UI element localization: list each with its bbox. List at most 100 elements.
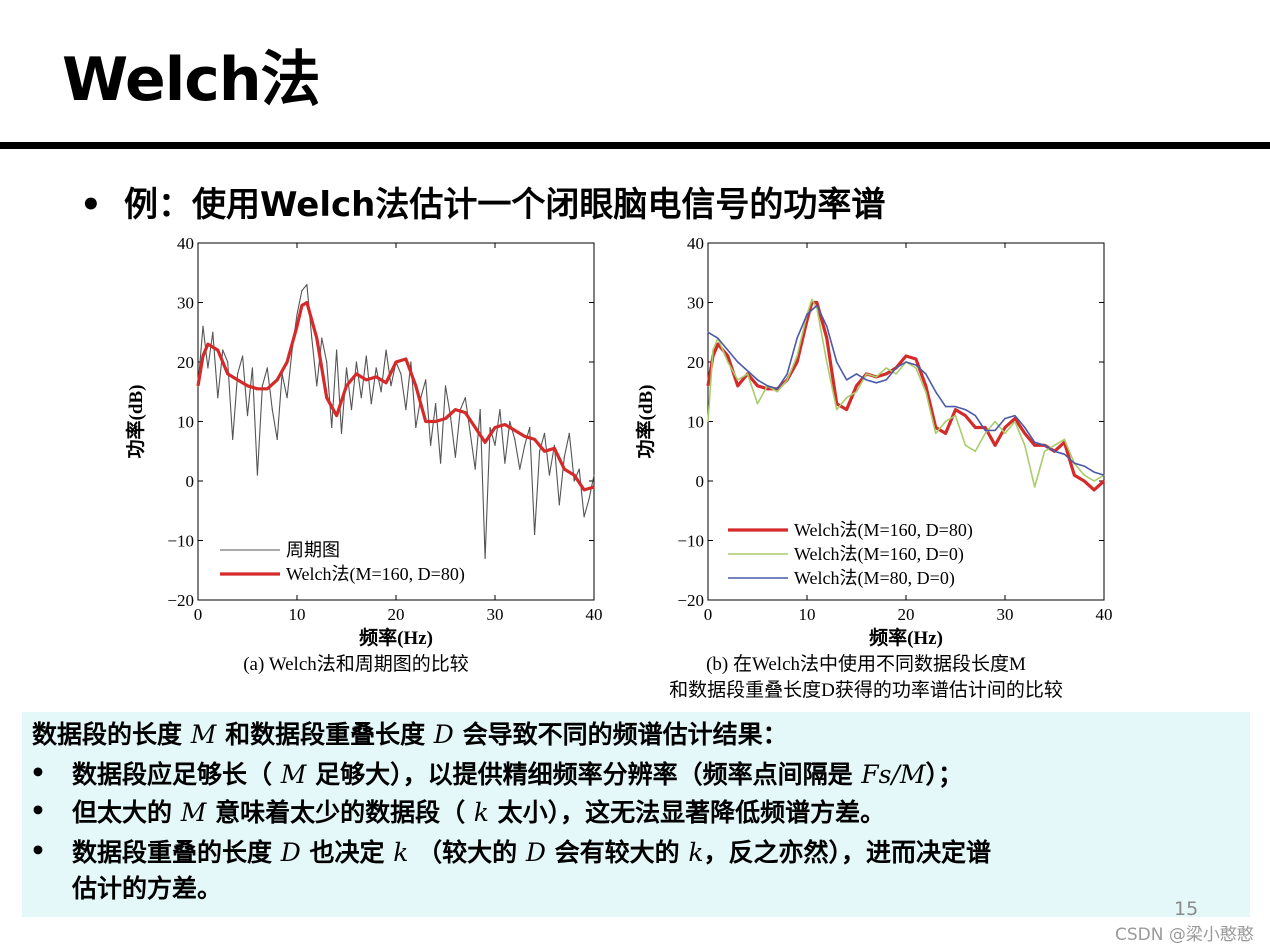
series-3-point [855,373,858,375]
chart-caption-line1: (b) 在Welch法中使用不同数据段长度M [706,653,1026,675]
series-3-point [826,325,828,327]
series-3-point [1004,417,1006,420]
series-1-point [316,385,318,387]
series-2-point [415,385,417,387]
series-3-point [836,361,838,363]
series-3-point [974,414,976,417]
page-number: 15 [1174,898,1199,920]
series-2-point [786,379,788,381]
series-3-point [796,337,798,339]
series-1-point [232,438,234,440]
series-1-point [415,426,417,429]
series-2-point [994,420,996,423]
series-1-point [796,361,798,363]
series-2-point [1034,486,1036,488]
series-1-point [945,432,947,434]
series-1-point [266,367,268,369]
series-3-point [915,364,917,366]
series-1-point [583,516,585,518]
series-1-point [504,462,506,464]
series-3-point [1073,462,1075,464]
series-1-point [222,349,224,351]
series-1-point [727,355,729,357]
series-3-point [1053,450,1056,452]
series-1-point [340,432,343,434]
slide-title: Welch法 [62,45,321,115]
series-2-point [365,379,367,381]
y-tick-label: 30 [177,294,194,313]
series-3-point [925,373,927,375]
series-2-point [945,420,947,423]
series-1-point [737,385,739,387]
y-tick-label: −10 [167,532,194,551]
series-2-point [286,361,288,363]
series-1-point [816,301,818,304]
notes-intro: 数据段的长度 M 和数据段重叠长度 D 会导致不同的频谱估计结果： [32,720,788,749]
series-3-point [776,388,778,390]
series-3-point [737,361,739,363]
series-2-point [524,435,526,437]
series-2-point [553,447,555,449]
series-1-point [1073,474,1075,476]
y-tick-label: 20 [687,353,704,372]
series-line-2 [196,300,595,492]
series-2-point [306,301,308,304]
series-1-point [271,409,273,411]
series-3-point [717,337,719,339]
series-3-point [905,361,907,363]
series-2-point [514,429,516,432]
series-2-point [256,388,258,390]
series-2-point [776,391,778,393]
series-3-point [984,429,986,432]
series-2-point [266,388,268,390]
series-2-point [796,355,798,357]
series-2-point [964,444,966,446]
x-tick-label: 40 [586,605,603,624]
series-1-point [286,397,288,399]
series-1-point [514,438,516,440]
chart-a: −20 −10 0 10 20 30 40 0 10 20 30 40 频率(Hz) 功率(dB) 周期图 W… [112,230,612,710]
series-2-point [484,441,486,443]
series-1-point [494,444,496,446]
series-1-point [469,432,471,434]
series-2-point [836,409,838,411]
series-1-point [410,361,412,363]
series-2-point [543,450,546,452]
series-2-point [1063,438,1065,440]
series-1-point [534,533,536,536]
series-2-point [563,468,565,470]
x-tick-label: 40 [1096,605,1113,624]
series-1-point [756,385,759,387]
notes-bullet-2-marker: • [30,796,46,825]
series-2-point [885,367,887,369]
series-1-point [444,385,447,387]
series-2-point [583,489,585,491]
series-1-point [212,331,214,333]
series-1-point [375,367,377,369]
series-1-point [241,355,244,357]
notes-bullet-2: 但太大的 M 意味着太少的数据段（ k 太小），这无法显著降低频谱方差。 [72,798,886,827]
series-1-point [1004,426,1006,429]
series-1-point [578,468,580,470]
series-1-point [573,480,575,482]
title-divider [0,142,1270,149]
series-1-point [474,468,476,470]
series-1-point [355,361,357,363]
series-1-point [543,432,546,434]
series-2-point [895,373,897,375]
series-3-point [1103,474,1105,476]
series-3-point [816,304,818,307]
chart-caption: (a) Welch法和周期图的比较 [243,653,469,675]
series-2-point [1093,480,1095,482]
series-2-point [197,385,199,387]
series-3-point [846,379,848,381]
watermark: CSDN @梁小憨憨 [1115,925,1254,945]
series-1-point [846,409,848,411]
series-1-point [365,355,367,357]
series-3-point [935,391,937,393]
bullet-text: 例：使用Welch法估计一个闭眼脑电信号的功率谱 [124,185,886,225]
series-1-point [296,313,298,315]
series-1-point [836,403,838,405]
series-1-point [439,462,442,464]
y-tick-label: 40 [687,234,704,253]
